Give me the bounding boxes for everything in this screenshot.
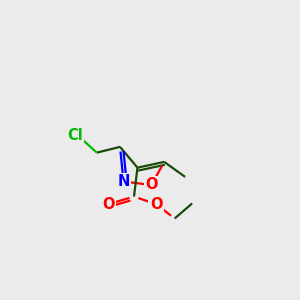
Text: O: O <box>150 197 162 212</box>
Text: Cl: Cl <box>67 128 83 143</box>
Text: O: O <box>102 197 115 212</box>
Text: N: N <box>117 174 130 189</box>
Text: O: O <box>145 178 158 193</box>
